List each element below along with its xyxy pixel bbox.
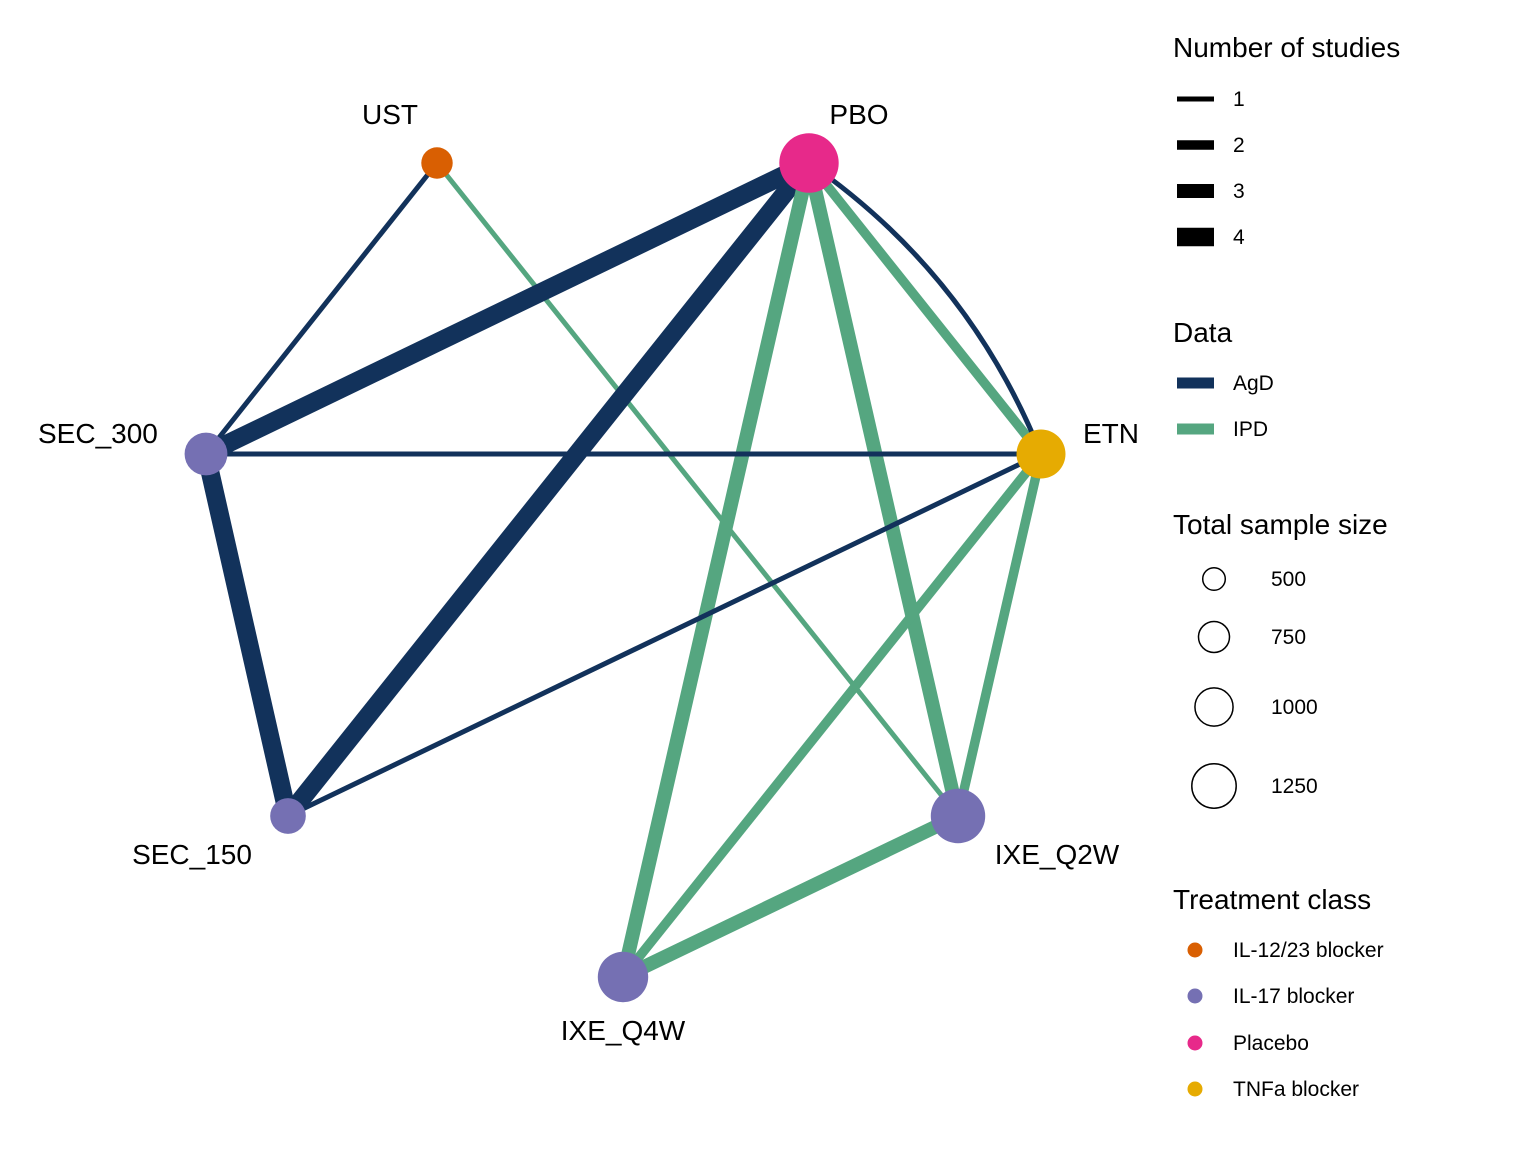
- legend-studies-swatch-2: [1177, 140, 1214, 150]
- node-pbo: [779, 133, 839, 193]
- legend-data: Data AgD IPD: [1173, 317, 1274, 441]
- node-ixe-q2w: [930, 788, 986, 844]
- edge-pbo-etn-ipd: [805, 160, 1045, 457]
- node-etn: [1016, 429, 1066, 479]
- legend-class-label-il-12-23-blocker: IL-12/23 blocker: [1233, 939, 1384, 962]
- legend-studies-title: Number of studies: [1173, 32, 1400, 63]
- legend-data-label-agd: AgD: [1233, 372, 1274, 395]
- legend-data-title: Data: [1173, 317, 1233, 348]
- legend-studies-swatch-4: [1177, 227, 1214, 247]
- edge-sec_150-etn-agd: [286, 451, 1043, 819]
- node-ixe-q4w: [597, 951, 649, 1003]
- legend-studies-label-3: 3: [1233, 180, 1245, 203]
- edge-ixe_q4w-ixe_q2w-ipd: [619, 809, 962, 984]
- edge-pbo-sec_150-agd: [280, 157, 817, 822]
- edge-ust-sec_300-agd: [204, 161, 439, 456]
- legend-size-label-500: 500: [1271, 568, 1306, 591]
- legend-class-label-placebo: Placebo: [1233, 1032, 1309, 1055]
- network-nodes: [184, 133, 1066, 1003]
- node-ust: [421, 147, 453, 179]
- node-label-etn: ETN: [1083, 418, 1139, 449]
- edge-pbo-sec_300-agd: [201, 154, 814, 463]
- legend-size-circle-1000: [1194, 687, 1234, 727]
- node-label-ust: UST: [362, 99, 418, 130]
- legend: Number of studies 1 2 3 4 Data AgD IPD Total…: [1173, 32, 1400, 1101]
- node-labels: UST PBO ETN IXE_Q2W IXE_Q4W SEC_150 SEC_300: [38, 99, 1139, 1046]
- legend-studies-swatch-1: [1177, 96, 1214, 102]
- edge-sec_300-sec_150-agd: [196, 451, 298, 819]
- legend-studies: Number of studies 1 2 3 4: [1173, 32, 1400, 249]
- legend-studies-swatch-3: [1177, 184, 1214, 198]
- legend-class-swatch-il-17-blocker: [1187, 988, 1203, 1004]
- legend-studies-label-1: 1: [1233, 88, 1245, 111]
- legend-data-label-ipd: IPD: [1233, 418, 1268, 441]
- edge-pbo-ixe_q2w-ipd: [802, 161, 965, 818]
- edge-ust-ixe_q2w-ipd: [435, 161, 960, 818]
- legend-treatment-class-title: Treatment class: [1173, 884, 1371, 915]
- node-sec-300: [184, 432, 228, 476]
- node-label-sec-300: SEC_300: [38, 418, 158, 449]
- legend-size-label-750: 750: [1271, 626, 1306, 649]
- legend-studies-label-2: 2: [1233, 134, 1245, 157]
- legend-sample-size: Total sample size 500 750 1000 1250: [1173, 509, 1388, 809]
- legend-sample-size-title: Total sample size: [1173, 509, 1388, 540]
- legend-class-label-il-17-blocker: IL-17 blocker: [1233, 985, 1354, 1008]
- node-label-pbo: PBO: [829, 99, 888, 130]
- legend-studies-label-4: 4: [1233, 226, 1245, 249]
- node-label-sec-150: SEC_150: [132, 839, 252, 870]
- node-label-ixe-q2w: IXE_Q2W: [995, 839, 1120, 870]
- edge-pbo-etn-agd: [807, 160, 1044, 455]
- edge-etn-ixe_q2w-ipd: [953, 452, 1046, 818]
- legend-treatment-class: Treatment class IL-12/23 blocker IL-17 bl…: [1173, 884, 1384, 1101]
- legend-size-label-1000: 1000: [1271, 696, 1318, 719]
- edge-pbo-ixe_q4w-ipd: [616, 161, 816, 979]
- node-sec-150: [270, 798, 306, 834]
- node-label-ixe-q4w: IXE_Q4W: [561, 1015, 686, 1046]
- edge-etn-ixe_q4w-ipd: [619, 451, 1045, 980]
- network-edges: [196, 154, 1046, 984]
- legend-size-label-1250: 1250: [1271, 775, 1318, 798]
- legend-class-swatch-placebo: [1187, 1035, 1203, 1051]
- legend-class-swatch-tnfa-blocker: [1187, 1081, 1203, 1097]
- legend-size-circle-750: [1197, 620, 1231, 654]
- legend-data-swatch-ipd: [1177, 423, 1214, 435]
- legend-size-circle-500: [1201, 566, 1227, 592]
- legend-class-label-tnfa-blocker: TNFa blocker: [1233, 1078, 1359, 1101]
- legend-class-swatch-il-12-23-blocker: [1187, 942, 1203, 958]
- legend-data-swatch-agd: [1177, 377, 1214, 389]
- legend-size-circle-1250: [1191, 763, 1237, 809]
